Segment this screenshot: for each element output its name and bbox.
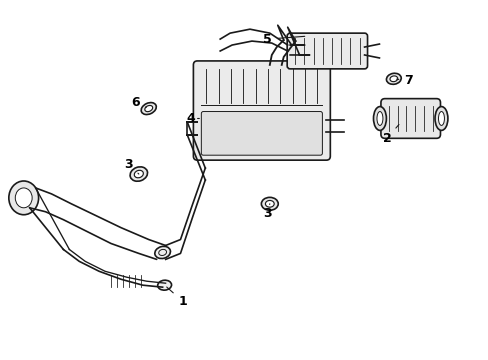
- Ellipse shape: [144, 105, 152, 112]
- Ellipse shape: [373, 107, 386, 130]
- Ellipse shape: [9, 181, 39, 215]
- Text: 1: 1: [166, 287, 186, 307]
- Text: 3: 3: [263, 204, 272, 220]
- Ellipse shape: [141, 103, 156, 114]
- Ellipse shape: [15, 188, 32, 208]
- FancyBboxPatch shape: [201, 112, 322, 155]
- Ellipse shape: [386, 73, 401, 84]
- Text: 2: 2: [382, 125, 398, 145]
- Ellipse shape: [130, 167, 147, 181]
- FancyBboxPatch shape: [286, 33, 367, 69]
- Ellipse shape: [376, 112, 382, 125]
- Text: 7: 7: [396, 74, 412, 87]
- Ellipse shape: [265, 201, 274, 207]
- Ellipse shape: [261, 197, 278, 210]
- Ellipse shape: [438, 112, 444, 125]
- Text: 4: 4: [185, 112, 199, 125]
- Ellipse shape: [434, 107, 447, 130]
- Text: 6: 6: [131, 96, 146, 109]
- Text: 3: 3: [124, 158, 139, 174]
- Text: 5: 5: [263, 33, 304, 46]
- Ellipse shape: [134, 170, 143, 178]
- FancyBboxPatch shape: [380, 99, 440, 138]
- Ellipse shape: [155, 246, 170, 258]
- FancyBboxPatch shape: [193, 61, 330, 160]
- Ellipse shape: [389, 76, 397, 82]
- Ellipse shape: [157, 280, 171, 290]
